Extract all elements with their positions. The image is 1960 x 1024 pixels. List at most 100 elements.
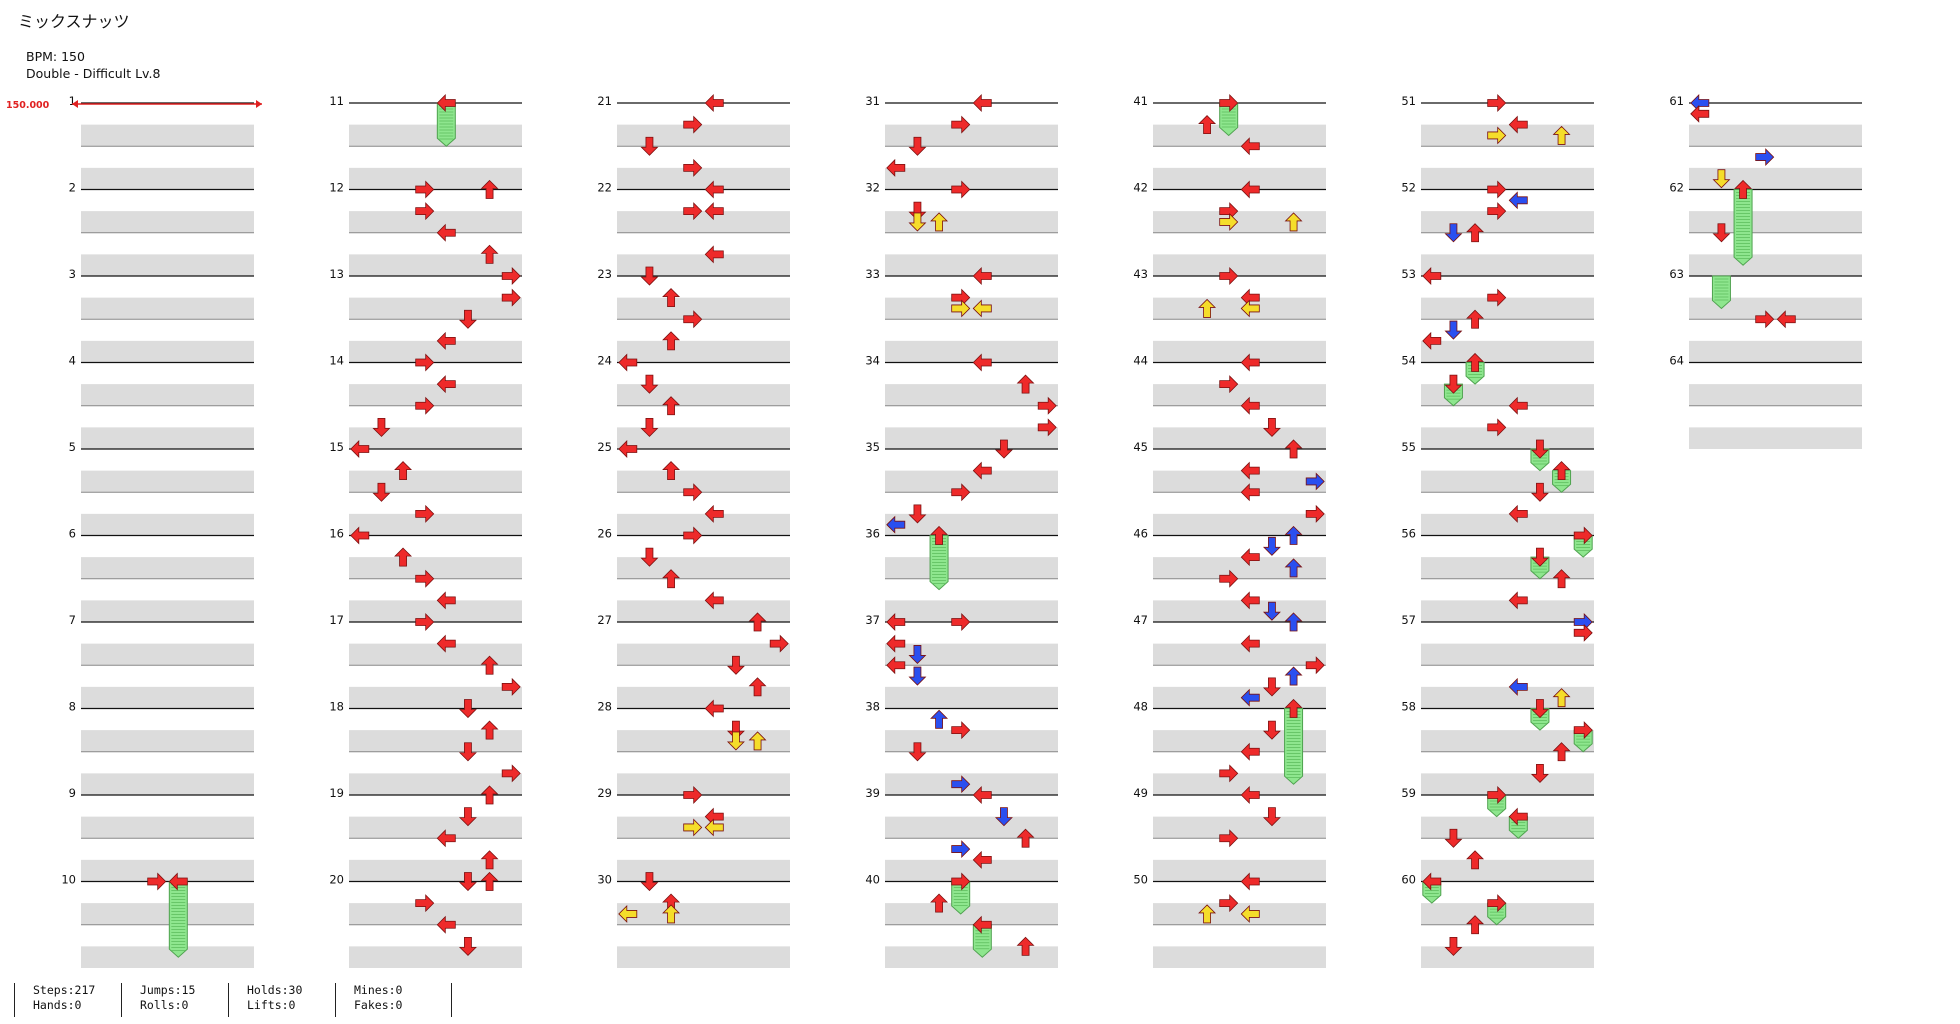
measure-number: 16: [329, 527, 344, 541]
hold-notes: [168, 102, 1753, 958]
measure-stripe: [81, 470, 254, 493]
step-arrow-red: [1016, 936, 1035, 956]
measure-stripe: [349, 254, 522, 276]
measure-stripe: [349, 859, 522, 882]
step-arrow-red: [662, 461, 681, 481]
step-arrow-blue: [994, 807, 1013, 827]
measure-number: 25: [597, 440, 612, 454]
step-arrow-red: [415, 396, 435, 415]
step-arrow-red: [1240, 634, 1260, 653]
measure-stripe: [349, 167, 522, 190]
measure-stripe: [617, 773, 790, 795]
step-arrow-yellow: [748, 731, 767, 751]
step-arrow-red: [1508, 807, 1528, 826]
measure-stripe: [885, 427, 1058, 449]
step-arrow-red: [415, 180, 435, 199]
measure-stripe: [81, 686, 254, 709]
measure-stripe: [1689, 297, 1862, 320]
step-arrow-red: [640, 266, 659, 286]
step-arrow-yellow: [726, 731, 745, 751]
step-arrow-blue: [1444, 223, 1463, 243]
measure-stripe: [885, 297, 1058, 320]
measure-number: 3: [69, 267, 76, 281]
measure-number: 59: [1401, 786, 1416, 800]
step-arrow-red: [683, 483, 703, 502]
measure-stripe: [1153, 340, 1326, 363]
step-arrow-red: [147, 872, 167, 891]
step-arrow-red: [480, 720, 499, 740]
step-arrow-red: [726, 720, 745, 740]
measure-stripe: [349, 643, 522, 666]
measure-number: 57: [1401, 613, 1416, 627]
step-arrow-yellow: [1198, 904, 1217, 924]
measure-stripe: [1421, 643, 1594, 666]
measure-stripe: [1421, 903, 1594, 925]
step-arrow-red: [415, 894, 435, 913]
measure-stripe: [81, 946, 254, 968]
measure-number: 20: [329, 873, 344, 887]
step-arrow-blue: [1284, 666, 1303, 686]
step-arrow-red: [1037, 396, 1057, 415]
measure-stripe: [81, 427, 254, 449]
measure-stripe: [349, 340, 522, 363]
step-arrow-red: [1508, 591, 1528, 610]
stat-rolls: Rolls:0: [140, 998, 189, 1012]
measure-number: 50: [1133, 873, 1148, 887]
step-arrow-red: [372, 482, 391, 502]
step-arrow-red: [1712, 223, 1731, 243]
measure-stripe: [1153, 643, 1326, 666]
measure-stripe: [1153, 427, 1326, 449]
step-arrow-red: [972, 915, 992, 934]
measure-stripe: [81, 340, 254, 363]
step-arrow-red: [1219, 94, 1239, 112]
measure-number: 14: [329, 354, 344, 368]
step-arrow-red: [1466, 915, 1485, 935]
step-arrow-yellow: [704, 818, 724, 837]
step-arrow-red: [1487, 894, 1507, 913]
measure-stripe: [885, 124, 1058, 147]
measure-number: 7: [69, 613, 76, 627]
hold-note: [168, 881, 188, 958]
step-arrow-red: [1219, 764, 1239, 783]
step-arrow-red: [480, 179, 499, 199]
step-arrow-blue: [1262, 601, 1281, 621]
step-arrow-blue: [1284, 612, 1303, 632]
step-arrow-red: [436, 375, 456, 394]
step-arrow-yellow: [972, 299, 992, 318]
measure-stripe: [1421, 513, 1594, 536]
measure-number: 26: [597, 527, 612, 541]
step-arrow-red: [951, 180, 971, 199]
measure-stripe: [349, 686, 522, 709]
measure-stripe: [1153, 470, 1326, 493]
measure-stripe: [1421, 297, 1594, 320]
step-arrow-red: [1037, 418, 1057, 437]
stat-lifts: Lifts:0: [247, 998, 296, 1012]
stat-group-holds: Holds:30 Lifts:0: [228, 983, 333, 1017]
step-arrow-blue: [1284, 558, 1303, 578]
measure-stripe: [617, 730, 790, 752]
step-arrow-red: [683, 115, 703, 134]
measure-stripe: [1689, 167, 1862, 190]
measure-stripe: [617, 643, 790, 666]
measure-stripe: [617, 903, 790, 925]
step-arrow-blue: [1444, 320, 1463, 340]
step-arrow-red: [951, 483, 971, 502]
measure-labels: 1234567891011121314151617181920212223242…: [61, 94, 1684, 887]
step-arrow-yellow: [1198, 298, 1217, 318]
step-arrow-red: [1305, 504, 1325, 523]
measure-number: 6: [69, 527, 76, 541]
measure-stripe: [885, 859, 1058, 882]
step-arrow-red: [683, 202, 703, 221]
stat-group-mines: Mines:0 Fakes:0: [335, 983, 440, 1017]
step-arrow-red: [1422, 872, 1442, 891]
hold-note: [1465, 362, 1485, 385]
step-arrow-blue: [951, 840, 971, 859]
step-arrow-blue: [1508, 191, 1528, 210]
measure-number: 40: [865, 873, 880, 887]
step-arrow-red: [1487, 786, 1507, 804]
step-arrow-red: [1487, 180, 1507, 199]
step-arrow-red: [886, 634, 906, 653]
measure-stripe: [1153, 816, 1326, 839]
step-arrow-red: [1016, 374, 1035, 394]
step-arrow-yellow: [683, 818, 703, 837]
